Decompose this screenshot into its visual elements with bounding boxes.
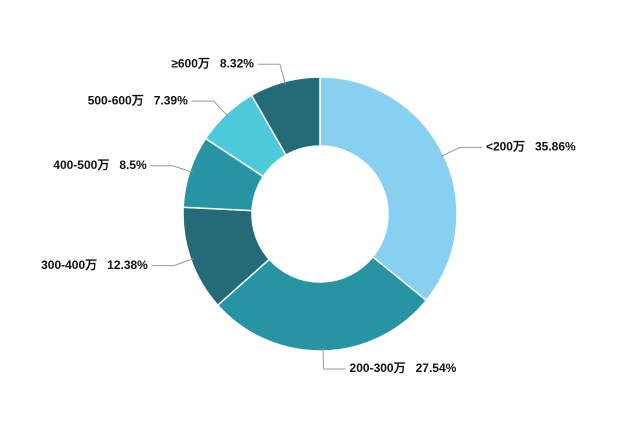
leader-line <box>191 100 229 117</box>
category-label: 200-300万 <box>350 361 406 375</box>
category-label: ≥600万 <box>171 56 210 70</box>
value-label: 12.38% <box>107 258 148 272</box>
leader-line <box>440 146 482 157</box>
value-label: 8.32% <box>220 56 254 70</box>
value-label: 35.86% <box>535 140 576 154</box>
category-label: <200万 <box>486 140 525 154</box>
leader-line <box>151 258 194 267</box>
category-label: 400-500万 <box>53 158 109 172</box>
donut-slice <box>319 76 458 302</box>
leader-line <box>322 347 346 370</box>
donut-slice <box>216 255 428 352</box>
leader-line <box>150 165 193 173</box>
donut-slice <box>250 76 321 157</box>
value-label: 7.39% <box>154 93 188 107</box>
category-label: 300-400万 <box>41 258 97 272</box>
leader-line <box>257 63 286 85</box>
value-label: 27.54% <box>416 361 457 375</box>
category-label: 500-600万 <box>88 93 144 107</box>
value-label: 8.5% <box>119 158 147 172</box>
